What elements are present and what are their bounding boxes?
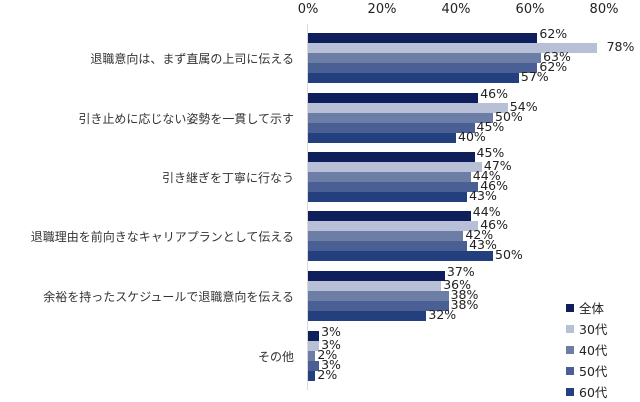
bar xyxy=(308,341,320,351)
value-label: 50% xyxy=(495,247,523,262)
legend-swatch-icon xyxy=(566,366,574,375)
value-label: 3% xyxy=(321,337,341,352)
value-label: 32% xyxy=(428,307,457,322)
legend-item: 50代 xyxy=(566,360,607,381)
bar xyxy=(308,123,475,133)
x-tick-label: 80% xyxy=(589,2,619,17)
value-label: 2% xyxy=(317,347,338,362)
value-label: 62% xyxy=(539,59,568,74)
legend-swatch-icon xyxy=(566,387,574,396)
value-label: 44% xyxy=(472,204,501,219)
legend-item: 60代 xyxy=(566,381,607,402)
category-label: 余裕を持ったスケジュールで退職意向を伝える xyxy=(43,290,294,304)
bar xyxy=(308,211,471,221)
legend-label: 全体 xyxy=(579,301,605,316)
value-label: 50% xyxy=(495,109,523,124)
x-tick-label: 20% xyxy=(367,2,397,17)
value-label: 38% xyxy=(450,297,479,312)
value-label: 45% xyxy=(476,145,505,160)
value-label: 40% xyxy=(458,129,486,144)
legend-label: 60代 xyxy=(579,385,608,400)
bar xyxy=(308,33,538,43)
legend-label: 30代 xyxy=(579,322,608,337)
legend-label: 50代 xyxy=(579,364,608,379)
bar xyxy=(308,251,493,261)
legend-swatch-icon xyxy=(566,303,574,312)
value-label: 36% xyxy=(443,277,471,292)
value-label: 62% xyxy=(539,26,568,41)
legend: 全体 30代 40代 50代 60代 xyxy=(566,297,607,402)
bar xyxy=(308,271,445,281)
value-label: 42% xyxy=(465,227,494,242)
value-label: 43% xyxy=(469,188,497,203)
bar xyxy=(308,371,316,381)
y-axis-line xyxy=(307,24,308,390)
x-tick-label: 40% xyxy=(441,2,471,17)
category-label: その他 xyxy=(257,350,294,364)
value-label: 45% xyxy=(476,119,505,134)
bar xyxy=(308,152,475,162)
bar xyxy=(308,281,442,291)
bar xyxy=(308,103,508,113)
bar xyxy=(308,291,449,301)
bar xyxy=(308,53,542,63)
bar xyxy=(308,113,493,123)
bar xyxy=(308,93,479,103)
value-label: 3% xyxy=(321,357,341,372)
legend-item: 全体 xyxy=(566,297,607,318)
bar xyxy=(308,162,482,172)
value-label: 57% xyxy=(520,69,549,84)
bar xyxy=(308,361,320,371)
bar xyxy=(308,221,479,231)
bar xyxy=(308,182,479,192)
bar xyxy=(308,311,427,321)
value-label: 46% xyxy=(480,217,508,232)
category-label: 引き継ぎを丁寧に行なう xyxy=(161,171,294,185)
value-label: 37% xyxy=(446,264,475,279)
value-label: 78% xyxy=(606,39,635,54)
value-label: 3% xyxy=(321,324,341,339)
legend-item: 40代 xyxy=(566,339,607,360)
category-label: 退職意向は、まず直属の上司に伝える xyxy=(90,52,294,66)
value-label: 47% xyxy=(483,158,512,173)
bar xyxy=(308,172,471,182)
legend-swatch-icon xyxy=(566,345,574,354)
value-label: 46% xyxy=(480,178,508,193)
bar xyxy=(308,301,449,311)
bar xyxy=(308,351,316,361)
bar xyxy=(308,331,320,341)
bar xyxy=(308,73,519,83)
category-label: 退職理由を前向きなキャリアプランとして伝える xyxy=(30,230,294,244)
legend-label: 40代 xyxy=(579,343,608,358)
value-label: 2% xyxy=(317,367,338,382)
value-label: 44% xyxy=(472,168,501,183)
category-label: 引き止めに応じない姿勢を一貫して示す xyxy=(78,112,294,126)
bar xyxy=(308,241,468,251)
bar xyxy=(308,231,464,241)
x-tick-label: 0% xyxy=(297,2,319,17)
value-label: 38% xyxy=(450,287,479,302)
legend-item: 30代 xyxy=(566,318,607,339)
value-label: 46% xyxy=(480,86,508,101)
bar xyxy=(308,133,456,143)
bar xyxy=(308,43,597,53)
legend-swatch-icon xyxy=(566,324,574,333)
bar xyxy=(308,63,538,73)
bar xyxy=(308,192,468,202)
value-label: 63% xyxy=(543,49,571,64)
value-label: 54% xyxy=(509,99,538,114)
x-tick-label: 60% xyxy=(515,2,545,17)
value-label: 43% xyxy=(469,237,497,252)
